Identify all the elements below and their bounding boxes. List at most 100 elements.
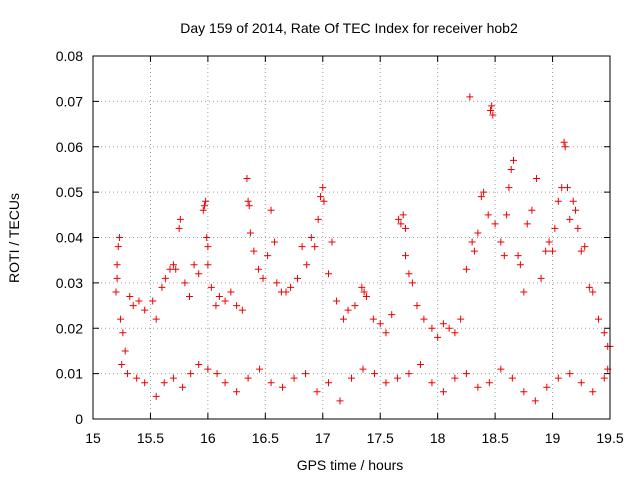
data-point	[152, 392, 160, 400]
data-point	[577, 379, 585, 387]
data-point	[509, 156, 517, 164]
data-point	[245, 202, 253, 210]
data-point	[215, 292, 223, 300]
data-point	[123, 370, 131, 378]
data-point	[434, 333, 442, 341]
data-point	[480, 188, 488, 196]
data-point	[595, 315, 603, 323]
y-tick-label: 0.03	[56, 275, 83, 291]
data-point	[500, 252, 508, 260]
data-point	[221, 297, 229, 305]
data-point	[244, 197, 252, 205]
data-point	[119, 329, 127, 337]
data-point	[344, 306, 352, 314]
x-tick-label: 19	[545, 430, 561, 446]
data-point	[497, 238, 505, 246]
data-point	[420, 315, 428, 323]
data-point	[399, 211, 407, 219]
data-point	[462, 370, 470, 378]
y-axis-label: ROTI / TECUs	[6, 193, 22, 283]
data-point	[339, 315, 347, 323]
x-tick-label: 17	[315, 430, 331, 446]
data-point	[569, 197, 577, 205]
data-point	[532, 175, 540, 183]
data-point	[199, 206, 207, 214]
data-point	[221, 379, 229, 387]
data-point	[294, 274, 302, 282]
data-point	[585, 283, 593, 291]
data-point	[528, 206, 536, 214]
data-point	[600, 329, 608, 337]
data-point	[566, 370, 574, 378]
data-point	[172, 265, 180, 273]
data-point	[279, 383, 287, 391]
data-point	[246, 229, 254, 237]
data-point	[187, 370, 195, 378]
y-tick-label: 0.04	[56, 230, 83, 246]
data-point	[233, 388, 241, 396]
data-point	[457, 315, 465, 323]
data-point	[316, 193, 324, 201]
data-point	[589, 288, 597, 296]
data-point	[563, 184, 571, 192]
data-point	[181, 279, 189, 287]
data-point	[141, 379, 149, 387]
data-point	[141, 306, 149, 314]
data-point	[393, 374, 401, 382]
data-point	[497, 365, 505, 373]
data-point	[298, 243, 306, 251]
x-axis-label: GPS time / hours	[297, 457, 404, 473]
data-point	[160, 379, 168, 387]
data-point	[549, 247, 557, 255]
data-point	[484, 211, 492, 219]
data-point	[121, 347, 129, 355]
data-point	[466, 93, 474, 101]
data-point	[405, 270, 413, 278]
data-point	[267, 379, 275, 387]
data-point	[428, 324, 436, 332]
data-point	[250, 247, 258, 255]
data-point	[175, 224, 183, 232]
data-point	[129, 302, 137, 310]
data-point	[543, 383, 551, 391]
data-point	[259, 274, 267, 282]
data-point	[135, 297, 143, 305]
data-point	[176, 215, 184, 223]
data-point	[200, 202, 208, 210]
y-tick-label: 0	[75, 411, 83, 427]
data-point	[382, 379, 390, 387]
data-point	[320, 197, 328, 205]
data-point	[572, 206, 580, 214]
data-point	[290, 374, 298, 382]
data-point	[204, 365, 212, 373]
data-point	[462, 265, 470, 273]
data-point	[505, 184, 513, 192]
data-point	[491, 220, 499, 228]
data-point	[439, 320, 447, 328]
data-point	[488, 102, 496, 110]
data-point	[202, 197, 210, 205]
data-point	[117, 315, 125, 323]
data-point	[451, 374, 459, 382]
data-point	[600, 374, 608, 382]
data-point	[169, 374, 177, 382]
data-point	[574, 224, 582, 232]
data-point	[115, 234, 123, 241]
data-point	[545, 238, 553, 246]
data-point	[489, 111, 497, 119]
x-tick-label: 17.5	[367, 430, 394, 446]
data-point	[514, 252, 522, 260]
data-point	[161, 274, 169, 282]
data-point	[190, 261, 198, 269]
data-point	[158, 283, 166, 291]
data-point	[227, 288, 235, 296]
x-tick-label: 18	[430, 430, 446, 446]
data-point	[508, 374, 516, 382]
data-point	[370, 370, 378, 378]
data-point	[382, 329, 390, 337]
data-point	[325, 379, 333, 387]
data-point	[254, 265, 262, 273]
data-point	[313, 388, 321, 396]
x-tick-label: 16.5	[252, 430, 279, 446]
